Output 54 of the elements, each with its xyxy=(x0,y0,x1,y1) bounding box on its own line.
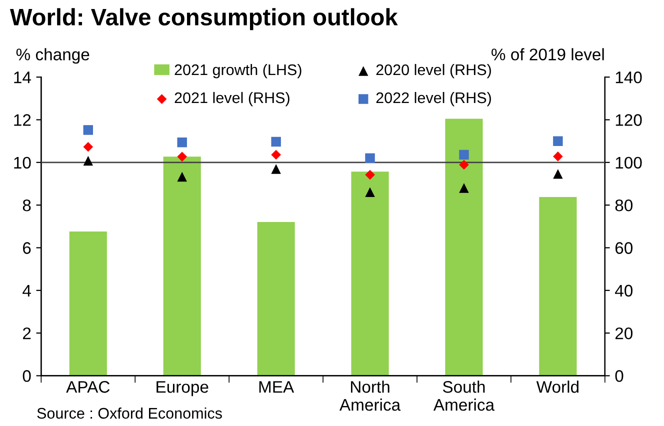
bar xyxy=(539,196,577,376)
point xyxy=(83,125,94,135)
x-tick-label: North America xyxy=(339,380,401,411)
y2-tick-label: 40 xyxy=(615,284,633,297)
x-tick-label: APAC xyxy=(66,381,110,393)
y-tick-label: 6 xyxy=(23,242,31,254)
legend-label: 2022 level (RHS) xyxy=(376,92,491,106)
y-tick-label: 8 xyxy=(22,199,31,212)
y-tick-label: 0 xyxy=(22,370,31,382)
chart-title: World: Valve consumption outlook xyxy=(10,8,398,30)
legend-label: 2021 growth (LHS) xyxy=(174,64,302,78)
x-tick-label: South America xyxy=(433,380,495,411)
point xyxy=(271,164,281,174)
x-tick-label: World xyxy=(536,380,578,393)
point xyxy=(271,136,281,147)
y-tick-label: 12 xyxy=(14,114,31,126)
legend-label: 2020 level (RHS) xyxy=(376,64,491,78)
point xyxy=(459,150,469,160)
bar xyxy=(69,232,107,376)
bar xyxy=(163,156,201,376)
point xyxy=(365,170,375,180)
point xyxy=(177,152,188,162)
point xyxy=(459,183,469,193)
bar xyxy=(445,118,483,376)
x-tick-label: Europe xyxy=(156,381,208,396)
y2-tick-label: 80 xyxy=(615,199,633,212)
point xyxy=(365,187,375,197)
y-tick-label: 14 xyxy=(14,72,31,84)
point xyxy=(553,169,563,179)
point xyxy=(553,152,563,162)
bar xyxy=(351,172,389,376)
y2-tick-label: 120 xyxy=(616,114,642,126)
point xyxy=(271,150,281,160)
y-tick-label: 10 xyxy=(14,156,31,169)
y-tick-label: 4 xyxy=(22,284,31,296)
y2-tick-label: 100 xyxy=(616,156,642,169)
y2-axis-title: % of 2019 level xyxy=(492,48,604,60)
point xyxy=(83,142,94,152)
legend-label: 2021 level (RHS) xyxy=(174,92,290,106)
point xyxy=(83,156,94,166)
y2-tick-label: 140 xyxy=(616,72,642,84)
x-tick-label: MEA xyxy=(259,381,294,393)
bar xyxy=(257,222,295,376)
y-tick-label: 2 xyxy=(23,327,31,340)
point xyxy=(459,160,469,170)
y-axis-title: % change xyxy=(16,48,90,64)
y2-tick-label: 0 xyxy=(615,370,624,382)
source-note: Source : Oxford Economics xyxy=(37,408,222,419)
y2-tick-label: 20 xyxy=(615,327,633,340)
point xyxy=(177,172,187,182)
point xyxy=(365,153,375,164)
y2-tick-label: 60 xyxy=(615,242,633,254)
point xyxy=(553,136,563,146)
point xyxy=(177,138,187,148)
